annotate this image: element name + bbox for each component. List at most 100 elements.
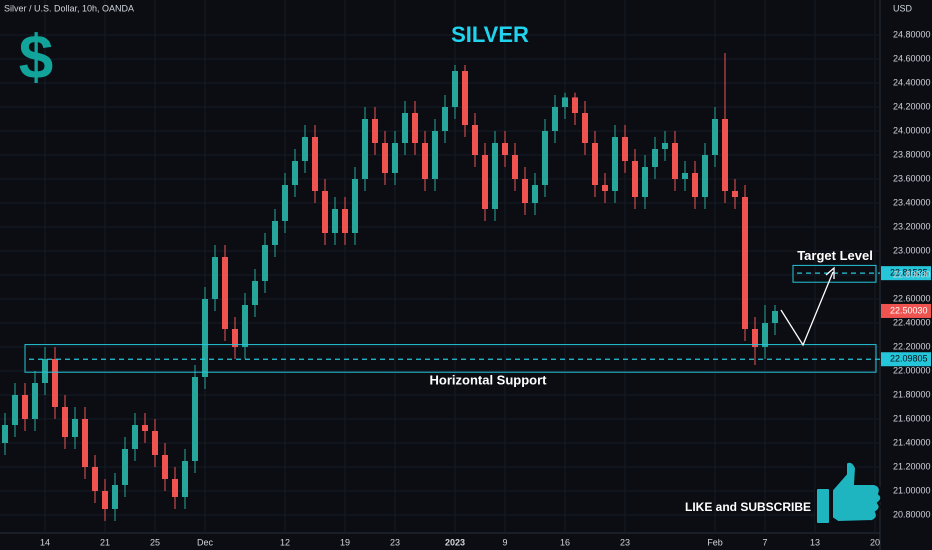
candle-body [32,383,38,419]
y-tick-label: 21.00000 [893,485,931,495]
y-tick-label: 21.80000 [893,389,931,399]
level-box [792,264,877,283]
grid [0,0,880,533]
candle-body [612,137,618,191]
candle-body [202,299,208,377]
y-tick-label: 24.80000 [893,29,931,39]
candle-body [322,191,328,233]
y-tick-label: 22.40000 [893,317,931,327]
y-tick-label: 23.00000 [893,245,931,255]
candle-body [52,359,58,407]
candle-body [152,431,158,455]
candle-body [62,407,68,437]
candle-body [312,137,318,191]
candle-body [712,119,718,155]
logo: $ [19,23,53,92]
candle-body [12,395,18,425]
x-tick-label: 19 [340,537,350,547]
candle-body [22,395,28,419]
projection-arrow [780,271,834,347]
candle-body [92,467,98,491]
candle-body [642,167,648,197]
candle-body [572,97,578,113]
y-tick-label: 23.60000 [893,173,931,183]
candle-body [552,107,558,131]
x-tick-label: 13 [810,537,820,547]
candle-body [562,97,568,107]
y-tick-label: 22.60000 [893,293,931,303]
candle-body [542,131,548,185]
call-to-action: LIKE and SUBSCRIBE [685,500,811,514]
candle-body [492,143,498,209]
y-tick-label: 23.80000 [893,149,931,159]
level-price-tag [881,266,931,281]
x-tick-label: 25 [150,537,160,547]
candle-body [602,185,608,191]
x-tick-label: 14 [40,537,50,547]
y-tick-label: 22.00000 [893,365,931,375]
candle-body [182,461,188,497]
candle-body [262,245,268,281]
y-tick-label: 21.60000 [893,413,931,423]
candle-body [342,209,348,233]
candle-body [592,143,598,185]
candle-body [392,143,398,173]
candle-body [512,155,518,179]
candle-body [162,455,168,479]
candle-body [722,119,728,191]
candle-body [272,221,278,245]
x-tick-label: 9 [502,537,507,547]
candle-body [332,209,338,233]
candle-body [732,191,738,197]
x-tick-label: 16 [560,537,570,547]
candle-body [362,119,368,179]
y-tick-label: 21.40000 [893,437,931,447]
candle-body [412,113,418,143]
candle-body [682,173,688,179]
level-name: Target Level [797,248,873,263]
candle-body [472,125,478,155]
candle-body [292,161,298,185]
candle-body [212,257,218,299]
y-tick-label: 20.80000 [893,509,931,519]
candle-body [282,185,288,221]
candle-body [622,137,628,161]
candle-body [522,179,528,203]
candle-body [762,323,768,347]
last-price-tag [881,303,931,318]
y-tick-label: 24.20000 [893,101,931,111]
candle-body [692,173,698,197]
y-tick-label: 23.20000 [893,221,931,231]
candle-body [82,419,88,467]
y-tick-label: 24.00000 [893,125,931,135]
y-tick-label: 21.20000 [893,461,931,471]
chart-title: SILVER [451,22,529,47]
x-tick-label: 20 [870,537,880,547]
y-tick-label: 23.40000 [893,197,931,207]
y-tick-label: 22.80000 [893,269,931,279]
candle-body [662,143,668,149]
level-price-label: 22.09805 [890,354,928,364]
level-price-label: 22.81535 [890,268,928,278]
arrow-head [825,266,835,279]
y-tick-label: 24.60000 [893,53,931,63]
x-tick-label: 12 [280,537,290,547]
candle-body [72,419,78,437]
candle-body [352,179,358,233]
levels: Target Level 22.81535 Horizontal Support 22… [24,248,931,388]
candle-body [142,425,148,431]
candles [2,53,778,521]
x-tick-label: 21 [100,537,110,547]
candle-body [2,425,8,443]
candle-body [672,143,678,179]
candle-body [582,113,588,143]
candle-body [242,305,248,347]
candle-body [702,155,708,197]
candle-body [532,185,538,203]
candle-body [372,119,378,143]
candle-body [442,107,448,131]
candle-body [752,329,758,347]
candle-body [192,377,198,461]
x-tick-label: 7 [762,537,767,547]
thumbs-up-icon [815,460,883,525]
